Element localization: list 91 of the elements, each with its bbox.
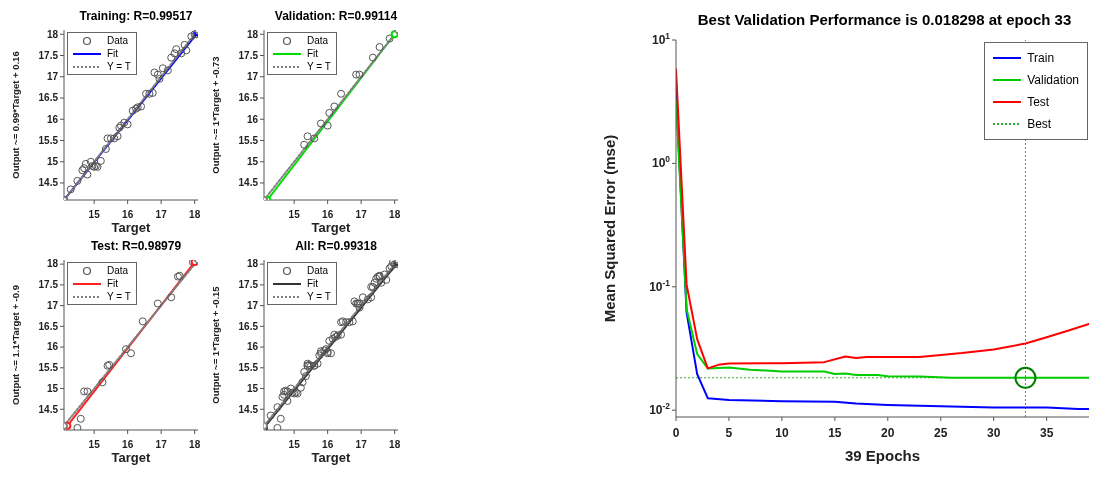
y-tick-label: 17.5 (38, 279, 59, 291)
y-tick-label: 16 (46, 113, 59, 125)
y-tick-label: 14.5 (238, 177, 259, 189)
y-axis-title: Output ~= 1.1*Target + -0.9 (10, 285, 22, 405)
y-tick-label: 16.5 (38, 92, 59, 104)
x-tick-label: 16 (322, 439, 334, 450)
legend-label: Data (307, 34, 329, 47)
y-tick-label: 14.5 (38, 177, 59, 189)
y-tick-label: 17 (46, 71, 59, 83)
legend-label: Test (1027, 94, 1050, 111)
y-tick-label: 16.5 (38, 320, 59, 332)
y-tick-label: 14.5 (238, 403, 259, 415)
legend-label: Y = T (107, 60, 131, 73)
x-tick-label: 17 (155, 209, 168, 220)
y-tick-label: 10$^{1}$ (651, 31, 671, 47)
y-tick-label: 18 (246, 28, 259, 40)
x-tick-label: 30 (987, 426, 1001, 440)
x-tick-label: 18 (189, 209, 201, 220)
y-axis-title: Mean Squared Error (mse) (601, 134, 619, 323)
x-tick-label: 15 (288, 209, 301, 220)
legend-label: Y = T (307, 60, 331, 73)
x-tick-label: 0 (672, 426, 680, 440)
legend-label: Y = T (107, 290, 131, 303)
y-axis-title: Output ~= 1*Target + -0.15 (210, 285, 222, 404)
x-tick-label: 15 (88, 439, 101, 450)
y-axis-title: Output ~= 0.99*Target + 0.16 (10, 51, 22, 179)
y-tick-label: 15.5 (238, 134, 259, 146)
y-tick-label: 17.5 (38, 49, 59, 61)
y-tick-label: 10$^{-2}$ (649, 401, 671, 418)
x-tick-label: 15 (88, 209, 101, 220)
chart-title: All: R=0.99318 (294, 238, 378, 254)
y-tick-label: 16.5 (238, 92, 259, 104)
y-tick-label: 16 (246, 113, 259, 125)
x-axis-title: Target (111, 220, 152, 235)
y-tick-label: 14.5 (38, 403, 59, 415)
x-tick-label: 16 (122, 439, 134, 450)
legend-label: Fit (307, 47, 319, 60)
y-tick-label: 15.5 (238, 362, 259, 374)
y-tick-label: 18 (46, 28, 59, 40)
legend-label: Train (1027, 50, 1055, 67)
chart-title: Best Validation Performance is 0.018298 at epoch 33 (696, 10, 1073, 30)
x-tick-label: 15 (288, 439, 301, 450)
legend-label: Fit (107, 47, 119, 60)
x-tick-label: 18 (389, 439, 401, 450)
x-tick-label: 17 (355, 439, 368, 450)
y-tick-label: 17.5 (238, 279, 259, 291)
y-tick-label: 17 (246, 71, 259, 83)
x-axis-title: 39 Epochs (844, 447, 921, 464)
y-tick-label: 17 (46, 299, 59, 311)
ref-line-label: Best (1027, 116, 1052, 133)
legend-label: Data (307, 264, 329, 277)
x-axis-title: Target (311, 220, 352, 235)
y-tick-label: 18 (246, 258, 259, 270)
y-tick-label: 15.5 (38, 134, 59, 146)
x-tick-label: 25 (934, 426, 948, 440)
y-tick-label: 16.5 (238, 320, 259, 332)
y-tick-label: 18 (46, 258, 59, 270)
y-tick-label: 10$^{-1}$ (649, 277, 671, 294)
legend-label: Validation (1027, 72, 1079, 89)
y-tick-label: 15.5 (38, 362, 59, 374)
chart-title: Test: R=0.98979 (89, 238, 183, 254)
x-tick-label: 35 (1039, 426, 1054, 440)
y-tick-label: 16 (46, 341, 59, 353)
y-tick-label: 10$^{0}$ (651, 154, 671, 171)
y-tick-label: 15 (46, 382, 59, 394)
x-tick-label: 16 (322, 209, 334, 220)
x-axis-title: Target (311, 450, 352, 465)
x-tick-label: 5 (725, 426, 733, 440)
x-tick-label: 17 (355, 209, 368, 220)
y-tick-label: 15 (246, 382, 259, 394)
legend-label: Fit (307, 277, 319, 290)
x-tick-label: 17 (155, 439, 168, 450)
y-tick-label: 17.5 (238, 49, 259, 61)
y-tick-label: 15 (46, 156, 59, 168)
x-tick-label: 18 (389, 209, 401, 220)
y-tick-label: 17 (246, 299, 259, 311)
y-tick-label: 16 (246, 341, 259, 353)
chart-title: Validation: R=0.99114 (273, 8, 399, 24)
x-tick-label: 10 (775, 426, 789, 440)
x-axis-title: Target (111, 450, 152, 465)
legend-label: Data (107, 34, 129, 47)
legend-label: Y = T (307, 290, 331, 303)
x-tick-label: 18 (189, 439, 201, 450)
y-axis-title: Output ~= 1*Target + -0.73 (210, 56, 222, 174)
x-tick-label: 15 (828, 426, 842, 440)
y-tick-label: 15 (246, 156, 259, 168)
legend-label: Fit (107, 277, 119, 290)
legend-label: Data (107, 264, 129, 277)
chart-title: Training: R=0.99517 (78, 8, 194, 24)
x-tick-label: 20 (881, 426, 895, 440)
x-tick-label: 16 (122, 209, 134, 220)
